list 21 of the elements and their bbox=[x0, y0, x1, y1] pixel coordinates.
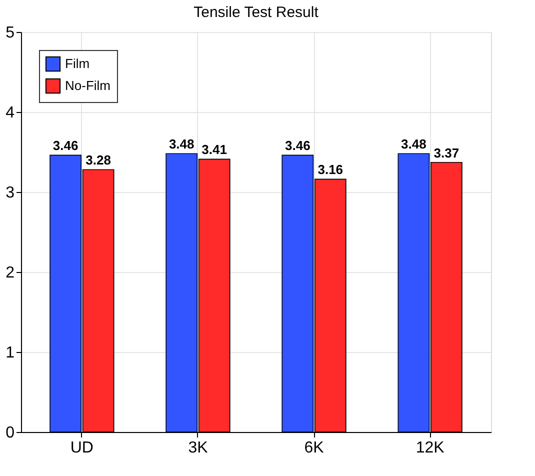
legend-label: Film bbox=[65, 56, 90, 71]
y-tick-label: 2 bbox=[6, 264, 15, 282]
data-label: 3.46 bbox=[285, 138, 310, 154]
x-tick-label: 12K bbox=[416, 440, 445, 456]
y-tick-label: 3 bbox=[6, 184, 15, 202]
data-label: 3.48 bbox=[401, 136, 426, 152]
data-label: 3.46 bbox=[52, 138, 78, 154]
data-label: 3.37 bbox=[434, 145, 460, 160]
x-tick-label: 6K bbox=[304, 440, 324, 456]
x-tick-label: UD bbox=[70, 440, 94, 456]
y-tick-label: 5 bbox=[6, 24, 15, 42]
y-tick-label: 4 bbox=[6, 104, 15, 122]
y-tick-label: 0 bbox=[6, 424, 15, 442]
data-label: 3.16 bbox=[318, 162, 344, 178]
legend-label: No-Film bbox=[65, 78, 110, 93]
data-label: 3.48 bbox=[168, 136, 194, 152]
data-label: 3.28 bbox=[86, 152, 111, 168]
chart-title: Tensile Test Result bbox=[194, 4, 320, 21]
data-label: 3.41 bbox=[202, 142, 227, 158]
x-tick-label: 3K bbox=[188, 440, 208, 456]
y-tick-label: 1 bbox=[6, 344, 15, 362]
